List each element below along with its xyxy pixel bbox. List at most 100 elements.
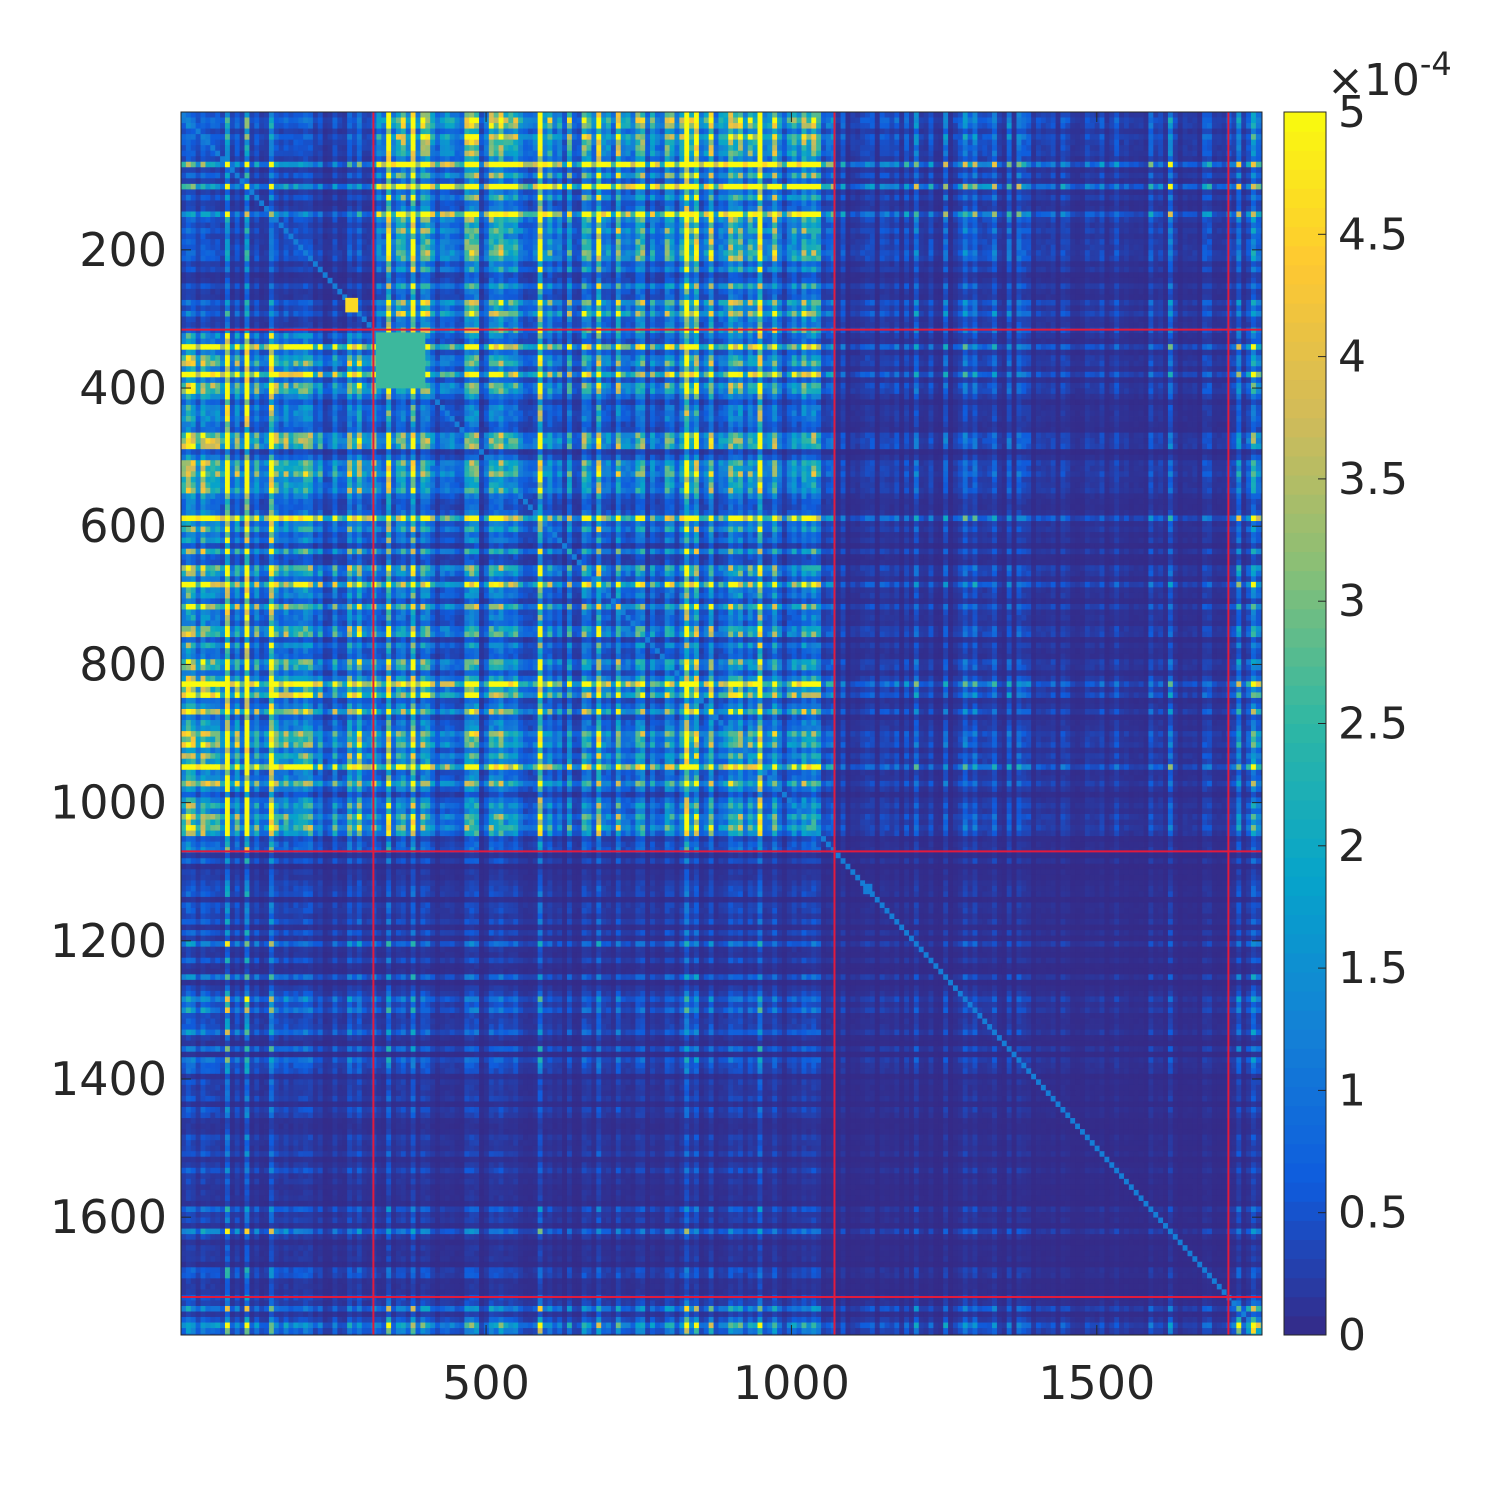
heatmap-cell xyxy=(425,162,430,168)
heatmap-cell xyxy=(1168,156,1173,162)
heatmap-cell xyxy=(699,140,704,146)
heatmap-cell xyxy=(938,134,943,140)
heatmap-cell xyxy=(973,140,978,146)
heatmap-cell xyxy=(489,123,494,129)
heatmap-cell xyxy=(865,129,870,135)
heatmap-cell xyxy=(1041,145,1046,151)
heatmap-cell xyxy=(929,134,934,140)
heatmap-cell xyxy=(547,123,552,129)
heatmap-cell xyxy=(797,134,802,140)
heatmap-cell xyxy=(1070,140,1075,146)
heatmap-cell xyxy=(342,156,347,162)
heatmap-cell xyxy=(679,129,684,135)
heatmap-cell xyxy=(806,129,811,135)
heatmap-cell xyxy=(982,151,987,157)
heatmap-cell xyxy=(1168,123,1173,129)
heatmap-cell xyxy=(298,118,303,124)
heatmap-cell xyxy=(288,123,293,129)
heatmap-cell xyxy=(572,123,577,129)
heatmap-cell xyxy=(728,162,733,168)
heatmap-cell xyxy=(186,156,191,162)
heatmap-cell xyxy=(968,112,973,118)
heatmap-cell xyxy=(420,112,425,118)
heatmap-cell xyxy=(1085,151,1090,157)
heatmap-cell xyxy=(714,134,719,140)
heatmap-cell xyxy=(450,151,455,157)
heatmap-cell xyxy=(631,129,636,135)
heatmap-cell xyxy=(254,123,259,129)
heatmap-cell xyxy=(254,156,259,162)
heatmap-cell xyxy=(259,134,264,140)
heatmap-cell xyxy=(689,129,694,135)
heatmap-cell xyxy=(836,145,841,151)
heatmap-cell xyxy=(596,129,601,135)
heatmap-cell xyxy=(1021,151,1026,157)
heatmap-cell xyxy=(767,118,772,124)
heatmap-cell xyxy=(860,112,865,118)
heatmap-cell xyxy=(665,140,670,146)
heatmap-cell xyxy=(298,156,303,162)
heatmap-cell xyxy=(1104,129,1109,135)
heatmap-cell xyxy=(1134,112,1139,118)
heatmap-cell xyxy=(850,112,855,118)
heatmap-cell xyxy=(982,118,987,124)
heatmap-cell xyxy=(904,112,909,118)
heatmap-cell xyxy=(347,151,352,157)
heatmap-cell xyxy=(191,162,196,168)
heatmap-cell xyxy=(626,140,631,146)
heatmap-cell xyxy=(503,151,508,157)
heatmap-cell xyxy=(411,145,416,151)
heatmap-cell xyxy=(1236,145,1241,151)
heatmap-cell xyxy=(386,123,391,129)
heatmap-cell xyxy=(1070,156,1075,162)
heatmap-cell xyxy=(709,129,714,135)
heatmap-cell xyxy=(205,129,210,135)
heatmap-cell xyxy=(386,129,391,135)
heatmap-cell xyxy=(572,140,577,146)
heatmap-cell xyxy=(885,112,890,118)
heatmap-cell xyxy=(303,167,308,173)
heatmap-cell xyxy=(499,162,504,168)
heatmap-cell xyxy=(1046,156,1051,162)
heatmap-cell xyxy=(357,145,362,151)
heatmap-cell xyxy=(904,123,909,129)
heatmap-cell xyxy=(264,162,269,168)
heatmap-cell xyxy=(694,145,699,151)
heatmap-cell xyxy=(1026,156,1031,162)
heatmap-cell xyxy=(328,162,333,168)
heatmap-cell xyxy=(899,118,904,124)
heatmap-cell xyxy=(274,145,279,151)
heatmap-cell xyxy=(933,129,938,135)
heatmap-cell xyxy=(997,140,1002,146)
heatmap-cell xyxy=(914,156,919,162)
heatmap-cell xyxy=(1173,162,1178,168)
heatmap-cell xyxy=(1041,118,1046,124)
heatmap-cell xyxy=(191,112,196,118)
heatmap-cell xyxy=(728,151,733,157)
heatmap-cell xyxy=(953,162,958,168)
heatmap-cell xyxy=(225,162,230,168)
heatmap-cell xyxy=(909,145,914,151)
heatmap-cell xyxy=(997,129,1002,135)
heatmap-cell xyxy=(1139,134,1144,140)
heatmap-cell xyxy=(933,140,938,146)
heatmap-cell xyxy=(1085,118,1090,124)
heatmap-cell xyxy=(225,140,230,146)
heatmap-cell xyxy=(1065,162,1070,168)
heatmap-cell xyxy=(943,123,948,129)
heatmap-cell xyxy=(953,134,958,140)
heatmap-cell xyxy=(230,145,235,151)
heatmap-cell xyxy=(1075,118,1080,124)
heatmap-cell xyxy=(288,145,293,151)
heatmap-cell xyxy=(1217,123,1222,129)
heatmap-cell xyxy=(987,129,992,135)
heatmap-cell xyxy=(352,129,357,135)
heatmap-cell xyxy=(1256,134,1261,140)
heatmap-cell xyxy=(1012,140,1017,146)
heatmap-cell xyxy=(1085,129,1090,135)
heatmap-cell xyxy=(440,134,445,140)
heatmap-cell xyxy=(240,123,245,129)
heatmap-cell xyxy=(313,118,318,124)
heatmap-cell xyxy=(577,112,582,118)
heatmap-cell xyxy=(347,129,352,135)
